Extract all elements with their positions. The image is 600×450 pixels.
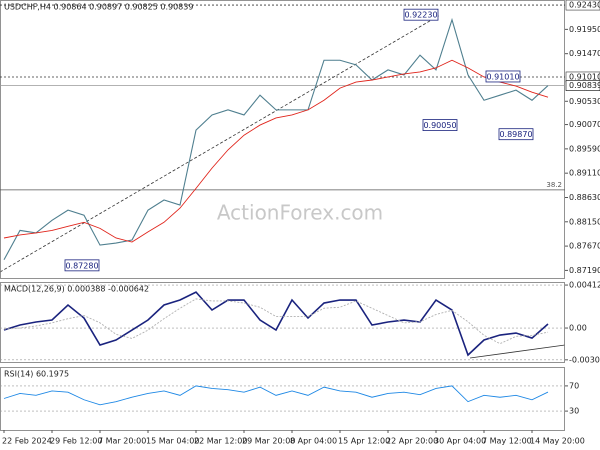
y-tick-label: 0.90070 [569, 120, 600, 129]
panel-frame [0, 367, 565, 431]
annotation-label: 0.91010 [486, 72, 519, 81]
last-price-label: 0.90839 [569, 81, 600, 90]
y-tick-label: 0.00 [569, 324, 587, 333]
y-tick-label: 0.90530 [569, 97, 600, 106]
x-tick-label: 22 Apr 20:00 [386, 437, 438, 446]
x-tick-label: 22 Feb 2024 [2, 437, 52, 446]
level-label: 0.92430 [569, 1, 600, 10]
y-tick-label: -0.003051 [569, 355, 600, 364]
panel-frame [0, 0, 565, 279]
level-tag [565, 0, 600, 11]
annotation-box [485, 70, 521, 83]
annotation-box [64, 259, 100, 272]
annotation-label: 0.87280 [65, 261, 98, 270]
x-tick-label: 29 Feb 12:00 [50, 437, 102, 446]
macd-trend-line [469, 344, 566, 359]
y-tick-label: 0.89110 [569, 169, 600, 178]
indicator-title: MACD(12,26,9) 0.000388 -0.000642 [4, 285, 149, 294]
annotation-label: 0.89870 [499, 130, 532, 139]
x-tick-label: 7 May 12:00 [482, 437, 532, 446]
y-tick-label: 0.91950 [569, 25, 600, 34]
annotation-box [498, 128, 534, 141]
x-tick-label: 29 Mar 20:00 [242, 437, 295, 446]
line [3, 291, 549, 357]
y-tick-label: 0.89590 [569, 144, 600, 153]
panel-frame [0, 282, 565, 363]
x-tick-label: 7 Mar 20:00 [98, 437, 146, 446]
y-tick-label: 0.88150 [569, 217, 600, 226]
y-tick-label: 0.91470 [569, 49, 600, 58]
chart-title: USDCHF,H4 0.90864 0.90897 0.90825 0.9083… [4, 3, 193, 12]
indicator-title: RSI(14) 60.1975 [4, 370, 69, 379]
x-tick-label: 15 Mar 04:00 [146, 437, 199, 446]
x-tick-label: 15 Apr 12:00 [338, 437, 390, 446]
y-tick-label: 0.88630 [569, 193, 600, 202]
annotation-box [422, 119, 458, 131]
y-tick-label: 0.87670 [569, 242, 600, 251]
line [3, 385, 549, 406]
line [3, 17, 549, 261]
annotation-label: 0.90050 [423, 121, 456, 130]
annotation-box [403, 8, 439, 21]
line [3, 59, 549, 243]
line [3, 298, 549, 345]
x-tick-label: 22 Mar 12:00 [194, 437, 247, 446]
fib-label: 38.2 [546, 181, 562, 189]
x-tick-label: 14 May 20:00 [530, 437, 585, 446]
x-tick-label: 8 Apr 04:00 [290, 437, 337, 446]
y-tick-label: 70 [569, 381, 579, 390]
level-label: 0.91010 [569, 72, 600, 81]
last-price-tag [565, 80, 600, 91]
watermark: ActionForex.com [217, 201, 383, 225]
x-tick-label: 30 Apr 04:00 [434, 437, 486, 446]
y-tick-label: 0.87190 [569, 266, 600, 275]
annotation-label: 0.92230 [404, 11, 437, 20]
y-tick-label: 0.004127 [569, 281, 600, 290]
y-tick-label: 30 [569, 407, 579, 416]
